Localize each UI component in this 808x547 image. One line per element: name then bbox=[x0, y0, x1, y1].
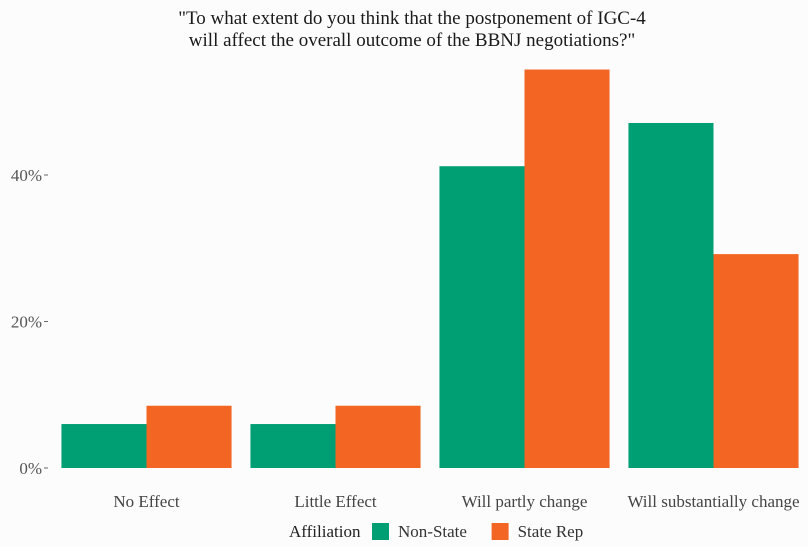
legend-swatch-state-rep bbox=[491, 523, 509, 540]
y-tick-label: 40% bbox=[11, 166, 42, 185]
x-tick-label: Little Effect bbox=[294, 492, 377, 511]
bar-non-state-4 bbox=[628, 122, 714, 469]
bars bbox=[61, 69, 799, 469]
bar-non-state-1 bbox=[61, 424, 147, 468]
legend-swatch-non-state bbox=[372, 523, 389, 540]
legend-label: State Rep bbox=[518, 522, 584, 541]
y-tick-label: 0% bbox=[19, 459, 42, 478]
bar-non-state-2 bbox=[250, 424, 336, 468]
legend-label: Non-State bbox=[398, 522, 467, 541]
chart-title: "To what extent do you think that the po… bbox=[178, 8, 646, 51]
y-axis: 0% 20% 40% bbox=[11, 166, 48, 478]
chart-title-line-1: "To what extent do you think that the po… bbox=[178, 8, 646, 29]
bar-state-rep-2 bbox=[335, 405, 421, 468]
x-axis: No Effect Little Effect Will partly change… bbox=[113, 492, 799, 511]
x-tick-label: No Effect bbox=[113, 492, 180, 511]
y-tick-label: 20% bbox=[11, 313, 42, 332]
legend-title: Affiliation bbox=[289, 522, 361, 541]
chart-title-line-2: will affect the overall outcome of the B… bbox=[189, 30, 635, 51]
bar-state-rep-3 bbox=[524, 69, 610, 469]
x-tick-label: Will substantially change bbox=[627, 492, 799, 511]
bar-non-state-3 bbox=[439, 166, 525, 468]
legend: Affiliation Non-State State Rep bbox=[289, 522, 583, 541]
x-tick-label: Will partly change bbox=[462, 492, 588, 511]
bar-state-rep-4 bbox=[713, 254, 799, 468]
bar-state-rep-1 bbox=[146, 405, 232, 468]
